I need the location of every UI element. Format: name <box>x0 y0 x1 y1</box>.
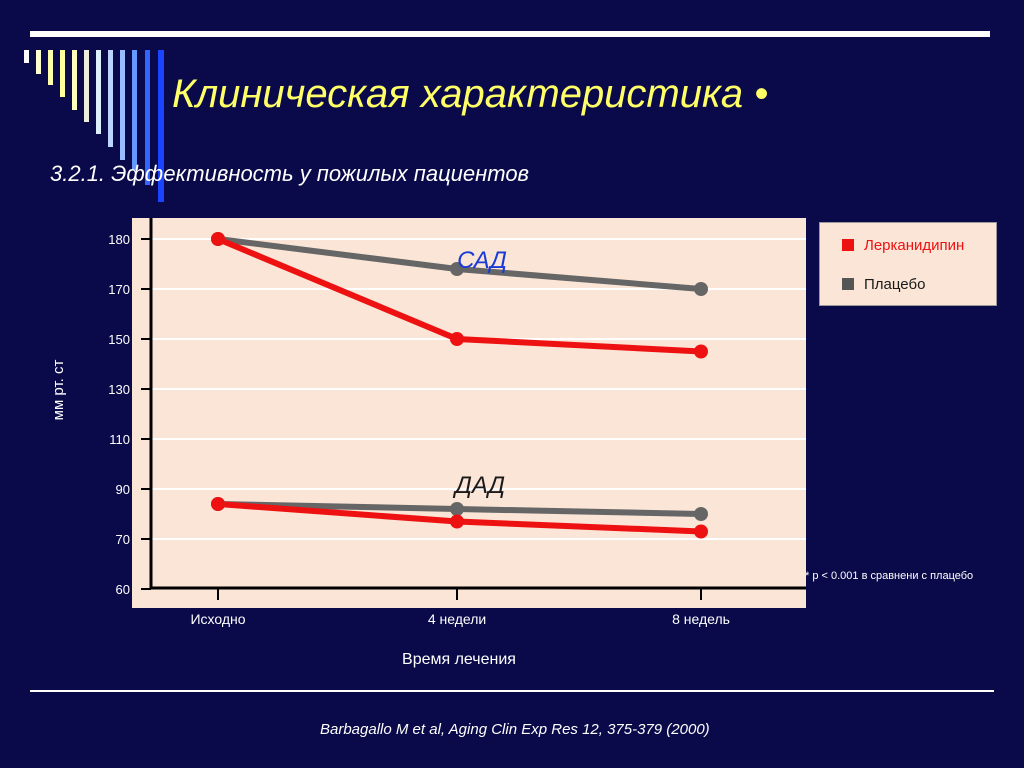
data-point <box>450 502 464 516</box>
group-label-sbp: САД <box>457 247 507 274</box>
legend-item-placebo: Плацебо <box>842 274 925 294</box>
data-point <box>694 524 708 539</box>
legend-item-lercanidipine: Лерканидипин <box>842 235 964 255</box>
slide-subtitle: 3.2.1. Эффективность у пожилых пациентов <box>50 161 530 186</box>
legend-label-lercanidipine: Лерканидипин <box>864 236 965 254</box>
data-point <box>211 497 225 511</box>
chart-legend: Лерканидипин Плацебо <box>819 222 997 306</box>
x-axis-ticks: Исходно 4 недели 8 недель <box>190 588 730 627</box>
y-tick-label: 180 <box>108 232 130 247</box>
data-point <box>694 282 708 296</box>
x-axis-title: Время лечения <box>402 651 516 668</box>
y-axis-ticks: 60 70 90 110 130 150 170 180 <box>108 232 151 597</box>
legend-label-placebo: Плацебо <box>864 275 926 293</box>
data-point <box>450 514 464 529</box>
data-point <box>694 507 708 521</box>
series-points <box>211 232 708 539</box>
y-tick-label: 170 <box>108 282 130 297</box>
y-tick-label: 130 <box>108 382 130 397</box>
decorative-bars <box>24 50 164 202</box>
plot-background <box>132 218 806 608</box>
slide-title: Клиническая характеристика • <box>172 72 769 116</box>
significance-footnote: * p < 0.001 в сравнени с плацебо <box>805 570 974 582</box>
bottom-divider <box>30 690 994 692</box>
y-tick-label: 60 <box>116 582 130 597</box>
y-tick-label: 70 <box>116 532 130 547</box>
data-point <box>211 232 225 246</box>
y-tick-label: 150 <box>108 332 130 347</box>
x-tick-label: Исходно <box>190 611 245 627</box>
top-divider <box>30 31 990 37</box>
citation: Barbagallo M et al, Aging Clin Exp Res 1… <box>320 721 710 738</box>
y-axis-title: мм рт. ст <box>50 360 67 421</box>
legend-swatch-placebo <box>842 278 854 290</box>
group-label-dbp: ДАД <box>452 472 505 499</box>
x-tick-label: 4 недели <box>428 611 486 627</box>
y-tick-label: 90 <box>116 482 130 497</box>
data-point <box>450 262 464 276</box>
x-tick-label: 8 недель <box>672 611 730 627</box>
data-point <box>694 344 708 359</box>
legend-swatch-lercanidipine <box>842 239 854 251</box>
y-tick-label: 110 <box>109 432 130 447</box>
data-point <box>450 332 464 346</box>
